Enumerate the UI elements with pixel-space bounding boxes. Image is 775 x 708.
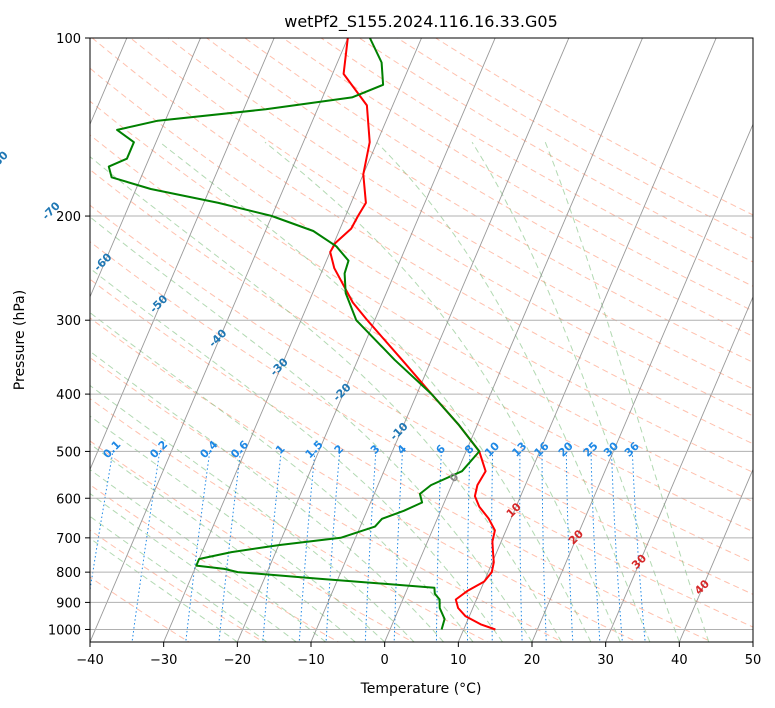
dry-adiabat-line (90, 241, 753, 628)
grid-lines (90, 215, 753, 630)
mixing-ratio-line (519, 451, 523, 642)
y-tick-label: 100 (56, 32, 81, 47)
dry-adiabat-line (205, 38, 753, 363)
mixing-ratio-line (491, 451, 494, 642)
mixing-ratio-line (364, 451, 377, 642)
mixing-ratio-line (611, 451, 623, 642)
mixing-ratio-line (262, 451, 282, 642)
x-tick-label: 10 (450, 653, 467, 668)
isotherm-line (605, 295, 753, 642)
y-tick-label: 800 (56, 566, 81, 581)
plot-frame (89, 37, 754, 643)
isotherm-line (236, 38, 496, 642)
y-tick-label: 1000 (48, 623, 81, 638)
isotherm-line (90, 38, 201, 299)
mixing-ratio-line (185, 451, 211, 642)
x-tick-label: 20 (524, 653, 541, 668)
x-tick-label: 30 (597, 653, 614, 668)
dry-adiabat-line (129, 38, 753, 417)
dry-adiabat-line (90, 134, 753, 533)
dewpoint-profile-line (107, 38, 481, 630)
y-axis-title: Pressure (hPa) (12, 290, 28, 390)
x-tick-label: −10 (297, 653, 324, 668)
axis-ticks: −40 −30 −20 −10 0 10 20 30 40 50 100 200 300 400 500 60… (48, 32, 761, 668)
mixing-ratio-line (631, 451, 646, 642)
isotherm-line (678, 468, 753, 642)
isotherm-line (90, 38, 275, 471)
y-tick-label: 900 (56, 596, 81, 611)
x-tick-label: 40 (671, 653, 688, 668)
x-axis-title: Temperature (°C) (360, 681, 482, 697)
mixing-ratio-line (590, 451, 601, 642)
y-tick-label: 500 (56, 445, 81, 460)
chart-title: wetPf2_S155.2024.116.16.33.G05 (284, 12, 558, 32)
isotherm-line (531, 123, 753, 642)
mixing-ratio-line (131, 451, 161, 642)
x-tick-label: −20 (224, 653, 251, 668)
isotherm-line (310, 38, 570, 642)
isotherm-line (384, 38, 643, 642)
y-tick-label: 400 (56, 388, 81, 403)
data-series (107, 38, 496, 631)
y-tick-label: 700 (56, 532, 81, 547)
dry-adiabat-line (90, 204, 753, 595)
x-tick-label: −30 (150, 653, 177, 668)
dry-adiabat-line (90, 529, 265, 642)
dry-adiabat-line (91, 38, 753, 445)
y-tick-label: 200 (56, 210, 81, 225)
dry-adiabat-line (90, 440, 415, 642)
mixing-ratio-line (325, 451, 341, 642)
x-tick-label: 50 (745, 653, 762, 668)
isotherm-line (163, 38, 422, 642)
mixing-ratio-line (298, 451, 316, 642)
mixing-ratio-line (218, 451, 241, 642)
x-tick-label: 0 (381, 653, 389, 668)
dry-adiabat-line (90, 169, 753, 564)
dry-adiabat-line (244, 38, 753, 337)
mixing-ratio-line (435, 451, 442, 642)
isotherm-label: -80 (0, 148, 11, 171)
isotherm-line (90, 38, 349, 642)
dry-adiabat-line (90, 317, 639, 642)
mixing-ratio-line (466, 451, 471, 642)
dry-adiabat-line (167, 38, 753, 390)
y-tick-label: 300 (56, 314, 81, 329)
dry-adiabat-line (90, 67, 753, 473)
y-tick-label: 600 (56, 492, 81, 507)
x-tick-label: −40 (76, 653, 103, 668)
mixing-ratio-line (393, 451, 403, 642)
dry-adiabat-line (90, 278, 713, 642)
mixing-ratio-line (565, 451, 574, 642)
isotherm-line (457, 38, 717, 642)
